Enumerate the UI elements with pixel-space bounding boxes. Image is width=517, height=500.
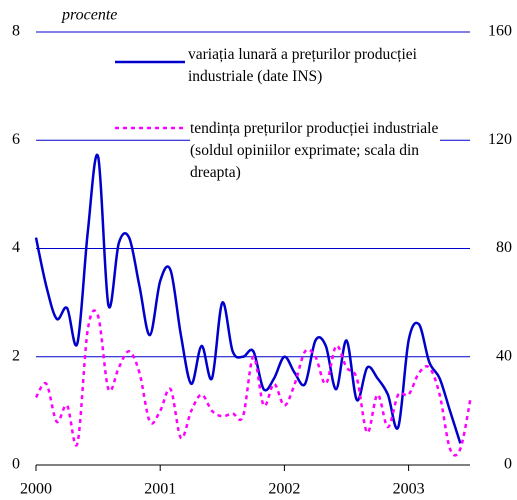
series-line [34, 153, 462, 444]
x-tick-label: 2000 [20, 481, 52, 498]
y-tick-label: 0 [12, 456, 20, 473]
y-tick-label: 6 [12, 131, 20, 148]
x-tick-label: 2002 [268, 481, 300, 498]
y2-tick-label: 0 [504, 456, 512, 473]
y2-tick-label: 40 [496, 347, 512, 364]
y2-tick-label: 160 [488, 23, 512, 40]
legend-label: variația lunară a prețurilor producției … [188, 44, 458, 88]
y-axis-label: procente [61, 7, 117, 24]
series-line [34, 309, 472, 457]
x-tick-label: 2003 [393, 481, 425, 498]
y-tick-label: 8 [12, 23, 20, 40]
legend-label: tendința prețurilor producției industria… [190, 118, 440, 184]
y2-tick-label: 120 [488, 131, 512, 148]
x-tick-label: 2001 [144, 481, 176, 498]
y-tick-label: 4 [12, 239, 20, 256]
y-tick-label: 2 [12, 347, 20, 364]
y2-tick-label: 80 [496, 239, 512, 256]
